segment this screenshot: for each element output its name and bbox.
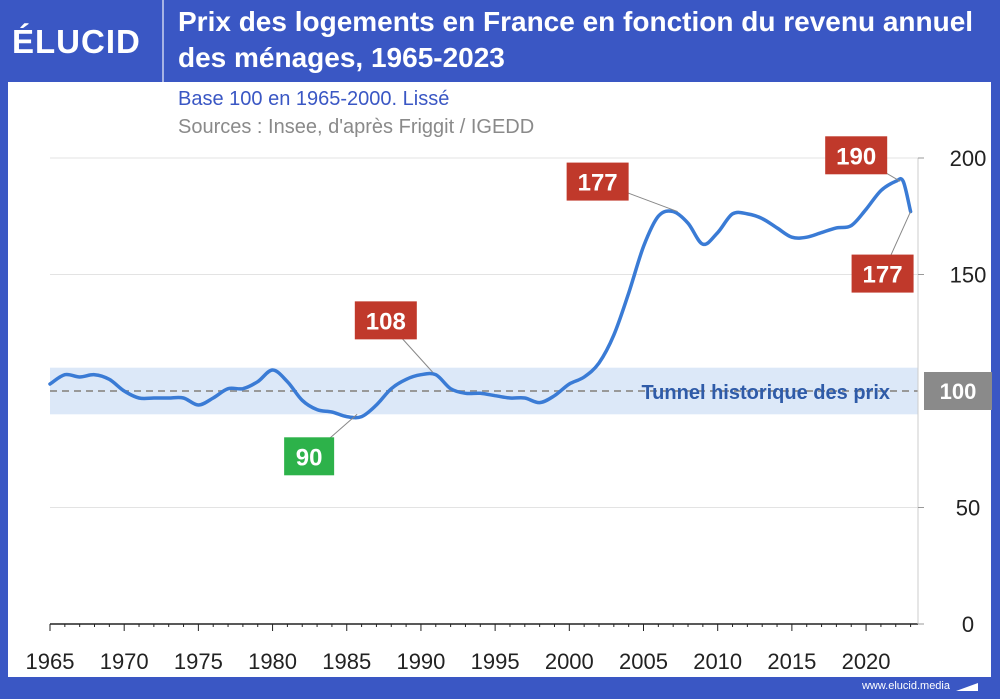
annotation-box [354,301,417,340]
x-tick-label: 2015 [767,649,816,674]
x-tick-label: 1975 [174,649,223,674]
reference-badge [924,372,992,410]
x-tick-label: 2020 [842,649,891,674]
y-tick-label: 50 [956,496,980,521]
x-tick-label: 1990 [396,649,445,674]
elucid-logo: ÉLUCID [12,23,141,60]
header-divider [162,0,164,82]
x-tick-label: 2000 [545,649,594,674]
y-tick-label: 200 [950,146,987,171]
annotation-box [566,162,629,201]
reference-badge-label: 100 [940,379,977,404]
annotation-label: 90 [296,444,323,471]
band-label: Tunnel historique des prix [641,382,890,404]
header-bar [0,0,1000,82]
footer-logo-mark [956,683,978,691]
x-tick-label: 1965 [26,649,75,674]
annotation-box [851,254,914,293]
price-index-line [48,176,913,420]
annotation-label: 190 [836,143,876,170]
x-tick-label: 1985 [322,649,371,674]
x-tick-label: 1970 [100,649,149,674]
annotation-box [284,437,335,476]
x-tick-label: 1980 [248,649,297,674]
y-tick-label: 150 [950,263,987,288]
annotation-label: 177 [863,262,903,289]
x-tick-label: 2010 [693,649,742,674]
footer-url: www.elucid.media [861,680,950,692]
annotation-box [825,136,888,175]
annotation-label: 108 [366,308,406,335]
chart-subtitle: Base 100 en 1965-2000. Lissé [178,88,450,110]
x-tick-label: 2005 [619,649,668,674]
chart-source: Sources : Insee, d'après Friggit / IGEDD [178,116,535,138]
chart-title: Prix des logements en France en fonction… [178,6,974,73]
annotation-label: 177 [578,170,618,197]
y-tick-label: 0 [962,612,974,637]
x-tick-label: 1995 [471,649,520,674]
